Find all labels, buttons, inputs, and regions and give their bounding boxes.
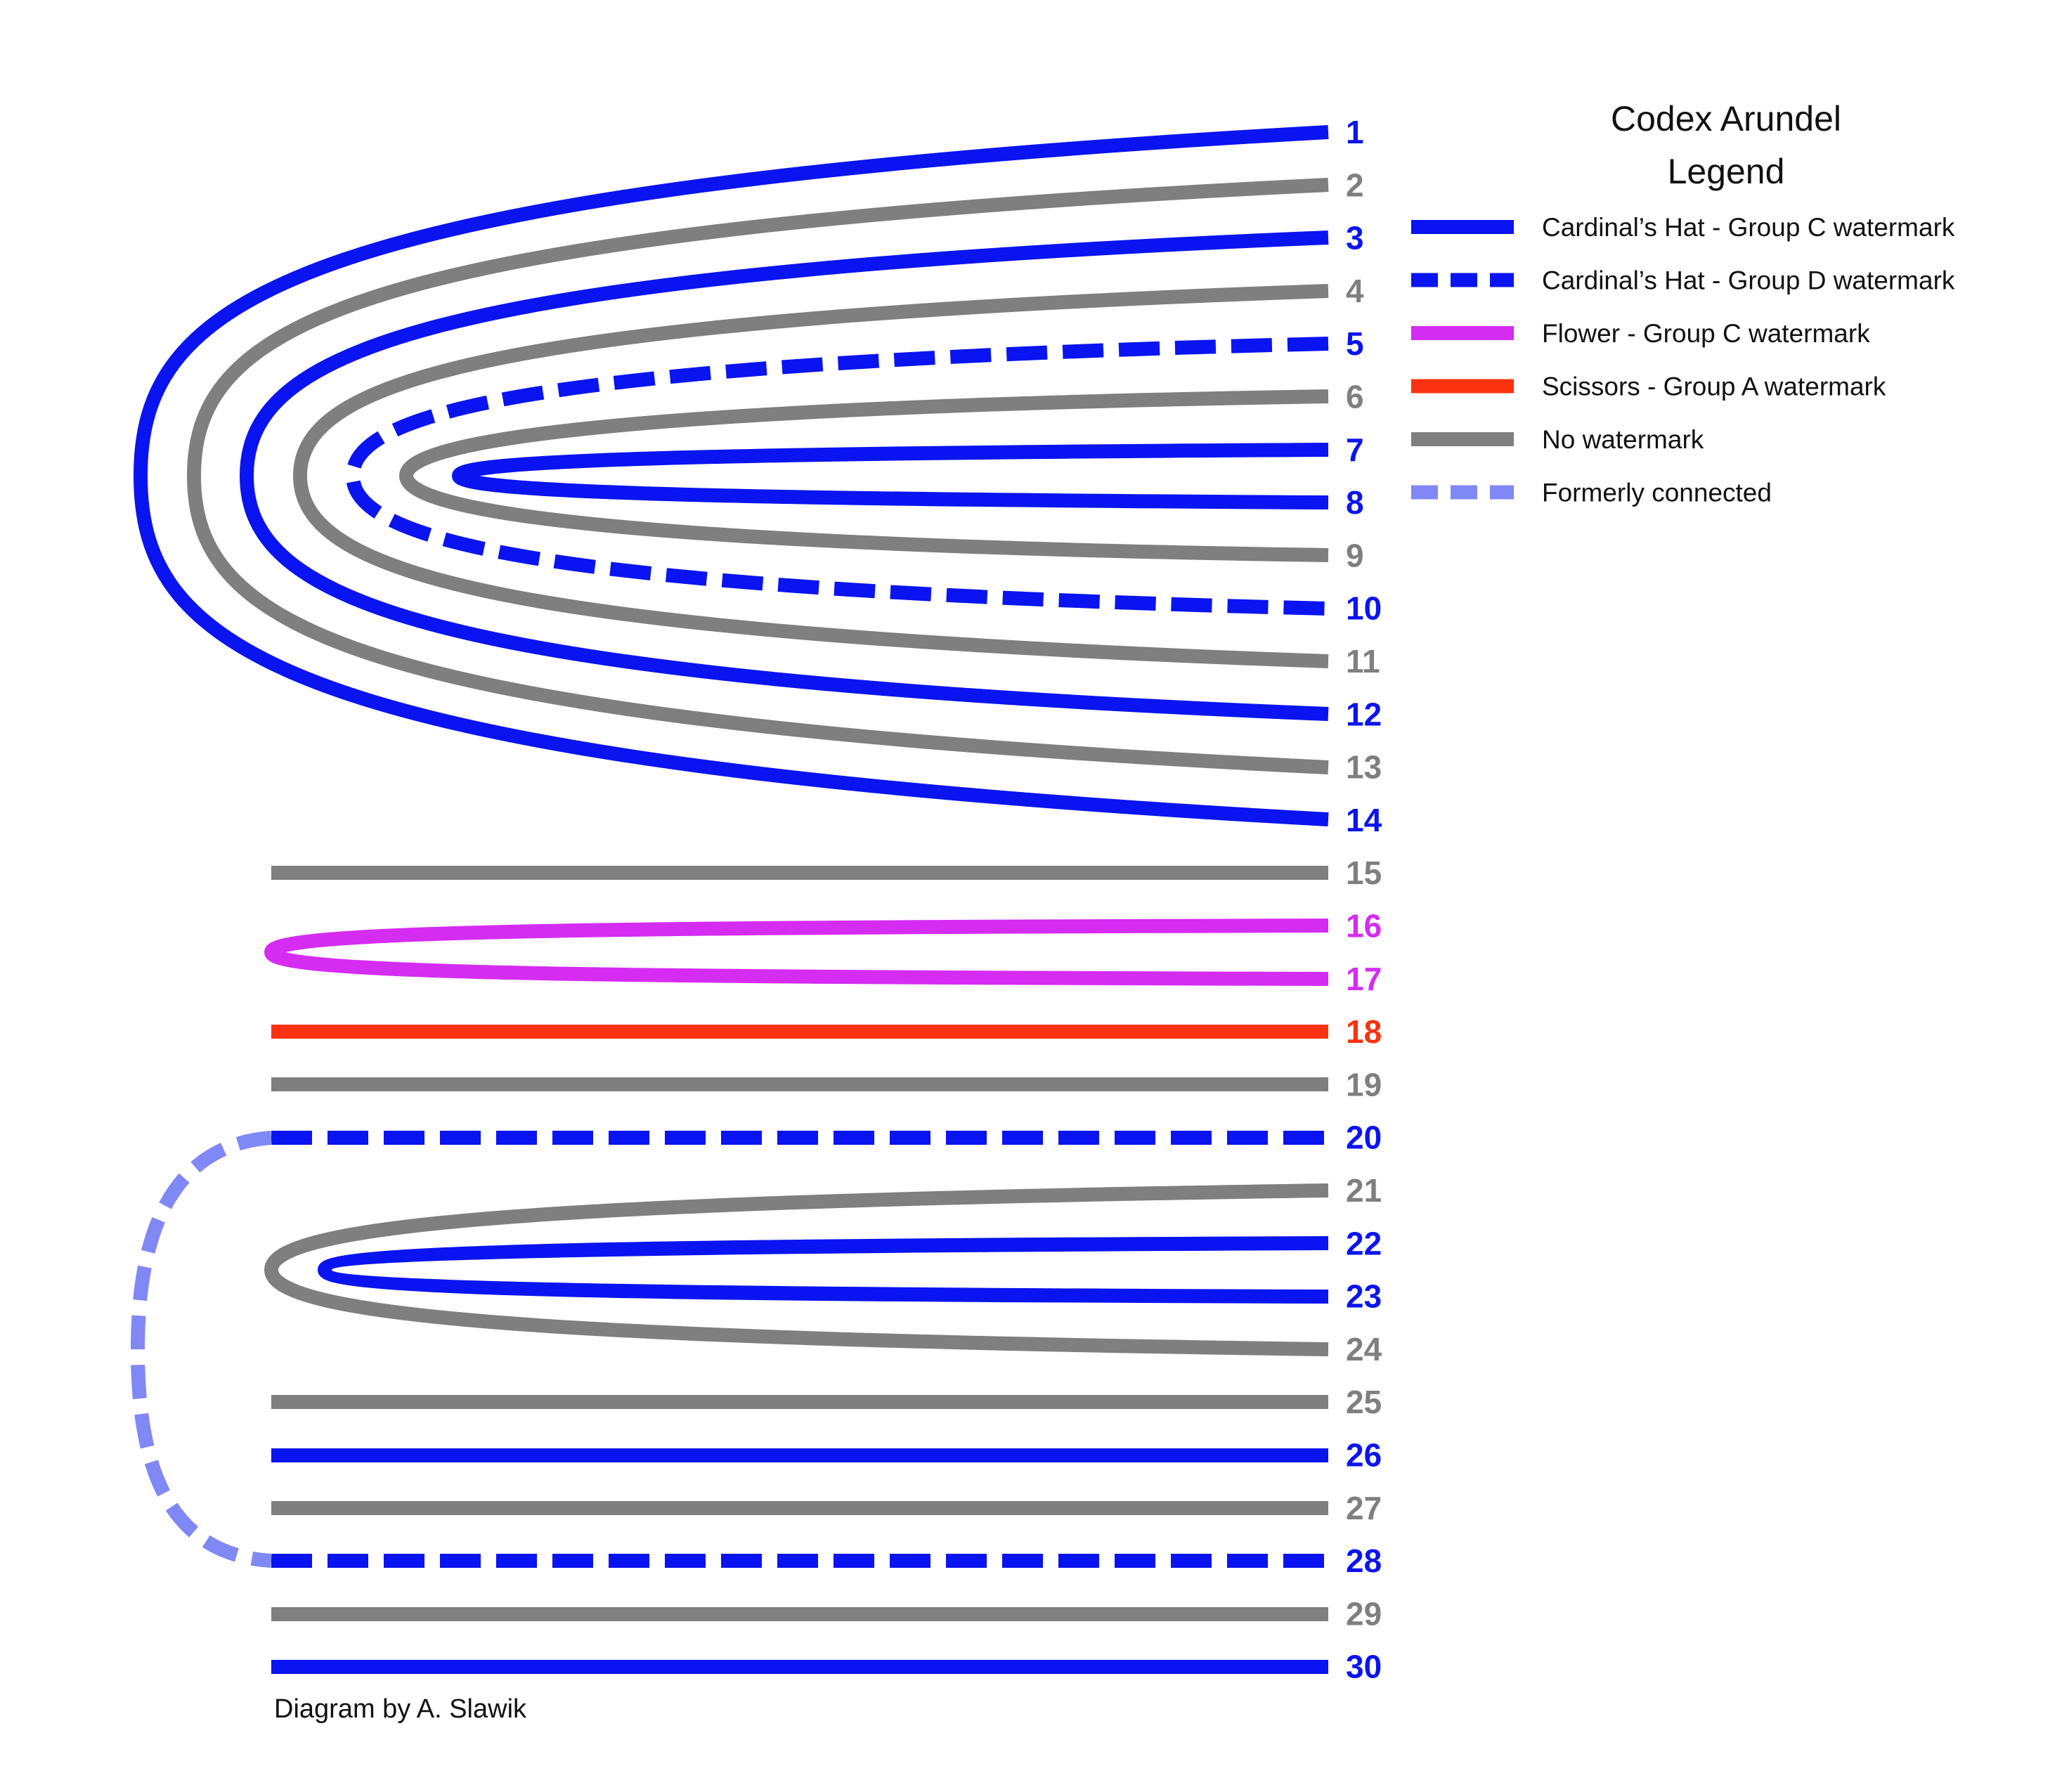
leaf-number-1: 1 [1346, 114, 1364, 150]
leaf-number-15: 15 [1346, 855, 1382, 891]
quire-1 [133, 125, 1329, 826]
leaf-number-11: 11 [1346, 643, 1380, 680]
leaf-number-14: 14 [1346, 802, 1382, 838]
legend-item: Cardinal’s Hat - Group C watermark [1411, 213, 1955, 242]
leaf-number-18: 18 [1346, 1013, 1382, 1050]
bifolium-22-23 [317, 1236, 1329, 1304]
leaf-number-21: 21 [1346, 1172, 1382, 1209]
leaf-number-16: 16 [1346, 908, 1382, 944]
leaf-number-20: 20 [1346, 1119, 1382, 1156]
legend-label: Flower - Group C watermark [1542, 319, 1870, 348]
bifolium-2-13 [186, 178, 1329, 774]
legend-label: No watermark [1542, 425, 1704, 454]
legend-item: No watermark [1411, 425, 1704, 454]
leaf-number-6: 6 [1346, 379, 1364, 415]
legend-item: Formerly connected [1411, 479, 1772, 507]
bifolium-3-12 [239, 231, 1329, 721]
legend-label: Formerly connected [1542, 479, 1772, 507]
leaf-number-5: 5 [1346, 325, 1364, 362]
legend-heading: Legend [1668, 152, 1785, 191]
leaf-number-19: 19 [1346, 1066, 1382, 1103]
diagram-credit: Diagram by A. Slawik [274, 1694, 527, 1724]
legend-item: Flower - Group C watermark [1411, 319, 1870, 348]
leaf-number-30: 30 [1346, 1649, 1382, 1685]
bifolium-21-24 [264, 1183, 1329, 1356]
leaf-number-3: 3 [1346, 220, 1364, 257]
leaf-number-13: 13 [1346, 749, 1382, 786]
leaf-number-4: 4 [1346, 273, 1364, 309]
bifolium-16-17 [264, 918, 1329, 986]
leaf-number-8: 8 [1346, 484, 1364, 521]
leaf-number-12: 12 [1346, 696, 1382, 732]
leaf-number-7: 7 [1346, 431, 1364, 468]
leaf-number-17: 17 [1346, 961, 1382, 997]
legend-label: Cardinal’s Hat - Group D watermark [1542, 266, 1955, 295]
legend-items: Cardinal’s Hat - Group C watermark Cardin… [1411, 213, 1955, 507]
leaf-number-10: 10 [1346, 590, 1382, 627]
bifolium-7-8 [451, 443, 1329, 509]
leaf-number-24: 24 [1346, 1331, 1382, 1368]
legend-item: Scissors - Group A watermark [1411, 372, 1886, 401]
bifolium-5-10 [345, 337, 1329, 616]
legend-label: Cardinal’s Hat - Group C watermark [1542, 213, 1955, 242]
leaf-number-29: 29 [1346, 1595, 1382, 1632]
bifolium-4-11 [292, 284, 1329, 668]
leaf-number-27: 27 [1346, 1490, 1382, 1526]
quire-2 [130, 866, 1329, 1674]
legend-item: Cardinal’s Hat - Group D watermark [1411, 266, 1955, 295]
leaf-number-22: 22 [1346, 1225, 1382, 1261]
legend: Codex Arundel Legend Cardinal’s Hat - Gr… [1411, 99, 1955, 507]
leaf-labels: 1234567891011121314151617181920212223242… [1346, 114, 1382, 1685]
formerly-connected-20-28 [130, 1131, 272, 1568]
bifolium-1-14 [133, 125, 1329, 826]
leaf-number-2: 2 [1346, 167, 1364, 203]
bifolium-6-9 [398, 389, 1329, 562]
leaf-number-9: 9 [1346, 537, 1364, 573]
leaf-number-25: 25 [1346, 1384, 1382, 1420]
leaf-number-28: 28 [1346, 1543, 1382, 1579]
diagram-title: Codex Arundel [1611, 99, 1841, 138]
leaf-number-26: 26 [1346, 1437, 1382, 1474]
leaf-number-23: 23 [1346, 1278, 1382, 1315]
legend-label: Scissors - Group A watermark [1542, 372, 1886, 401]
